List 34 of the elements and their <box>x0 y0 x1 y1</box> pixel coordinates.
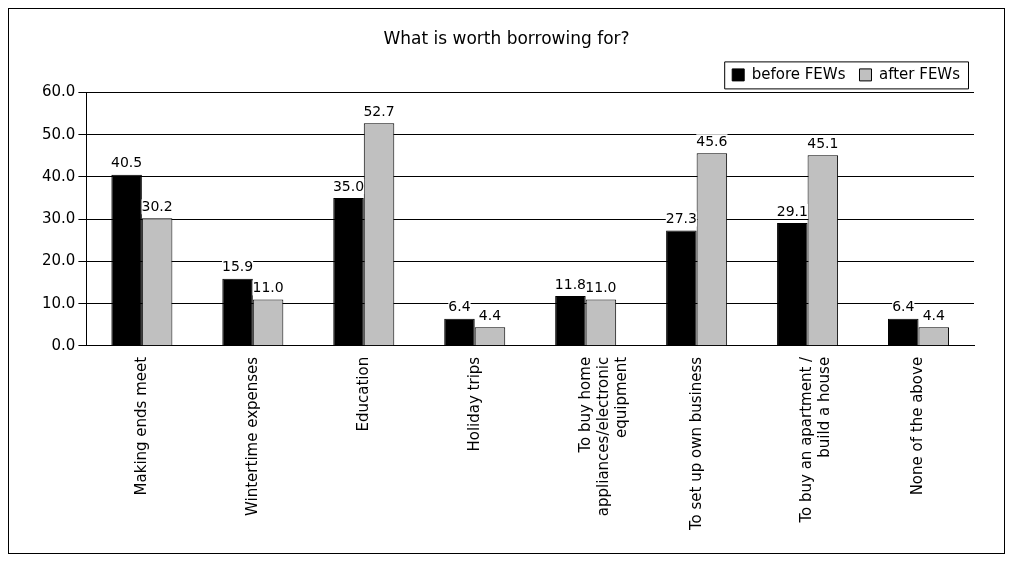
data-label: 11.0 <box>252 279 284 296</box>
y-tick-label: 30.0 <box>41 209 76 228</box>
data-label: 15.9 <box>221 258 254 275</box>
y-tick-label: 0.0 <box>51 335 76 354</box>
legend-label: before FEWs <box>751 64 846 83</box>
x-tick-label: Making ends meet <box>131 356 150 496</box>
y-tick-label: 50.0 <box>41 124 76 143</box>
data-label: 40.5 <box>111 154 143 171</box>
data-label: 11.8 <box>554 275 586 292</box>
x-tick-label: To set up own business <box>686 356 705 532</box>
legend-label: after FEWs <box>878 64 961 83</box>
y-tick-label: 60.0 <box>41 82 76 101</box>
x-tick-label: To buy home appliances/electronic equipment <box>575 356 630 517</box>
y-tick-label: 10.0 <box>41 293 76 312</box>
x-tick-label: None of the above <box>908 356 927 496</box>
data-label: 11.0 <box>585 279 617 296</box>
data-label: 45.6 <box>696 132 728 149</box>
x-tick-label: Wintertime expenses <box>242 356 261 516</box>
data-label: 52.7 <box>363 102 395 119</box>
x-tick-label: Education <box>353 356 372 432</box>
data-label: 6.4 <box>448 298 471 315</box>
data-label: 6.4 <box>892 298 915 315</box>
x-tick-label: Holiday trips <box>464 356 483 452</box>
data-label: 4.4 <box>922 306 946 323</box>
data-label: 30.2 <box>141 197 173 214</box>
y-tick-label: 40.0 <box>41 166 76 185</box>
y-tick-label: 20.0 <box>41 251 76 270</box>
x-tick-label: To buy an apartment / build a house <box>797 355 834 524</box>
data-label: 45.1 <box>807 134 839 151</box>
data-label: 35.0 <box>332 177 365 194</box>
data-label: 27.3 <box>665 210 697 227</box>
data-label: 29.1 <box>776 202 808 219</box>
chart-title: What is worth borrowing for? <box>383 27 630 48</box>
data-label: 4.4 <box>478 306 502 323</box>
